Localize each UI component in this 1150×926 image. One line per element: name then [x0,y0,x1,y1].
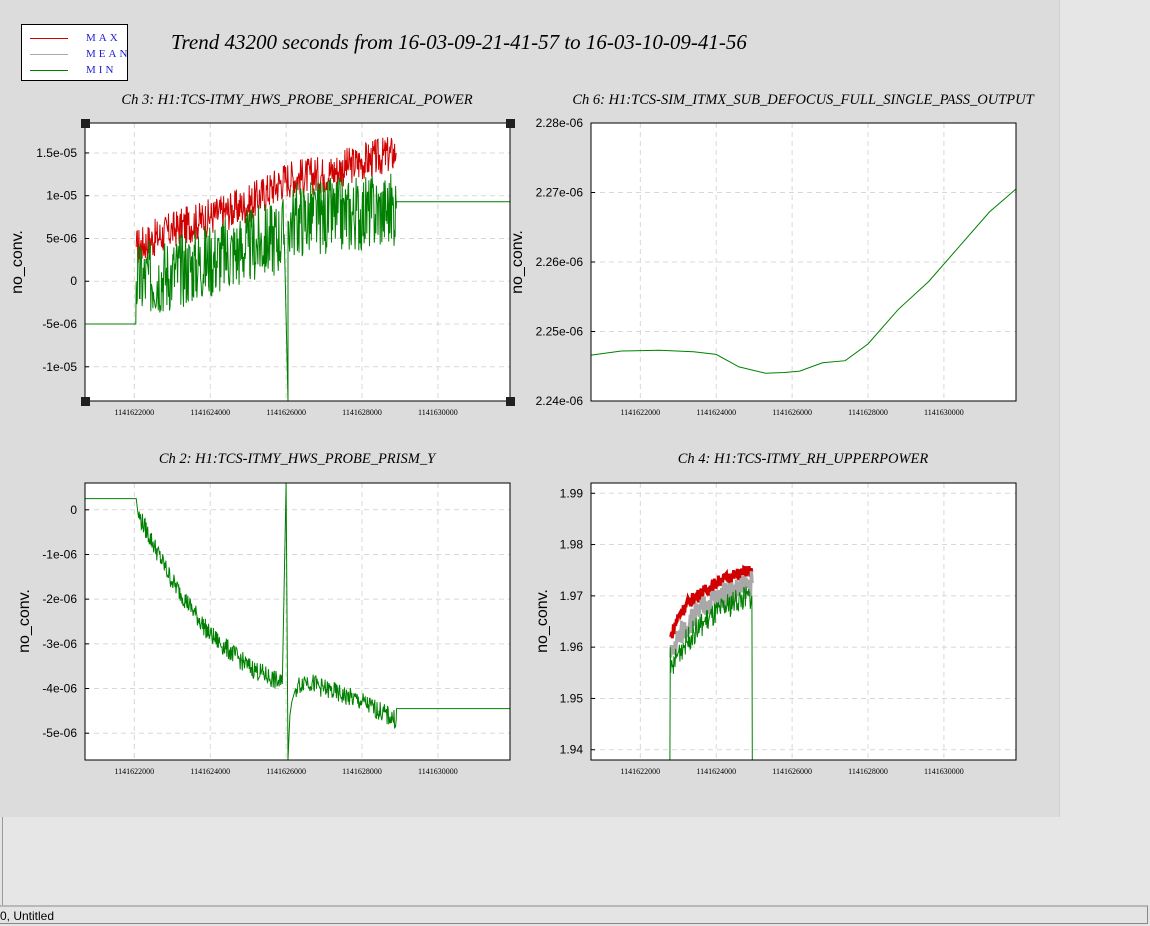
y-tick-label: -5e-06 [42,726,77,740]
status-bar: 0, Untitled [0,905,1148,924]
x-tick-label: 1141626000 [266,767,306,776]
y-tick-label: 1.5e-05 [36,146,77,160]
plot-area [85,123,510,401]
y-tick-label: 0 [70,274,77,288]
y-tick-label: -5e-06 [42,317,77,331]
y-tick-label: 2.27e-06 [536,186,584,200]
legend-swatch-mean [30,54,68,55]
series-line-min [669,586,753,760]
y-axis-label: no_conv. [534,589,551,653]
x-tick-label: 1141622000 [620,767,660,776]
plot-area [85,483,510,760]
legend-label-mean: MEAN [86,48,131,60]
series-line-min [85,173,510,401]
x-tick-label: 1141622000 [114,408,154,417]
series-line-max [669,564,754,639]
x-tick-label: 1141626000 [772,408,812,417]
series-group [669,564,754,760]
x-tick-label: 1141630000 [418,767,458,776]
x-tick-label: 1141630000 [924,767,964,776]
lower-empty-area [2,817,1148,905]
y-tick-label: 1.99 [560,486,584,500]
selection-handle [506,119,515,128]
x-tick-label: 1141628000 [848,408,888,417]
chart-title: Ch 4: H1:TCS-ITMY_RH_UPPERPOWER [678,451,929,467]
x-tick-label: 1141630000 [418,408,458,417]
y-tick-label: 0 [70,503,77,517]
x-tick-label: 1141624000 [696,767,736,776]
y-tick-label: 2.24e-06 [536,394,584,408]
y-tick-label: 2.25e-06 [536,325,584,339]
y-tick-label: -1e-06 [42,547,77,561]
y-axis-label: no_conv. [16,589,33,653]
x-tick-label: 1141628000 [342,767,382,776]
x-tick-label: 1141624000 [190,408,230,417]
x-tick-label: 1141622000 [114,767,154,776]
x-tick-label: 1141626000 [266,408,306,417]
plot-frame [590,482,1017,761]
legend-item-min: MIN [30,64,125,78]
legend-item-max: MAX [30,32,125,46]
series-group [591,188,1016,374]
y-tick-label: 1.94 [560,743,584,757]
y-axis-label: no_conv. [509,230,526,294]
y-tick-label: 1.95 [560,691,584,705]
legend: MAX MEAN MIN [21,24,128,81]
series-line-min [591,188,1016,374]
chart-panel-1: 1141622000 1141624000 1141626000 1141628000… [509,92,1035,417]
legend-swatch-max [30,38,68,39]
chart-panel-2: 1141622000 1141624000 1141626000 1141628000… [16,451,511,776]
chart-panel-0: 1141622000 1141624000 1141626000 1141628000… [9,92,515,417]
legend-swatch-min [30,70,68,71]
series-group [85,137,510,401]
x-tick-label: 1141628000 [342,408,382,417]
chart-panel-3: 1141622000 1141624000 1141626000 1141628000… [534,451,1017,776]
y-tick-label: 1.97 [560,589,584,603]
legend-item-mean: MEAN [30,48,127,62]
chart-title: Ch 3: H1:TCS-ITMY_HWS_PROBE_SPHERICAL_PO… [121,92,472,108]
y-tick-label: -3e-06 [42,637,77,651]
series-line-max [135,137,397,263]
x-tick-label: 1141630000 [924,408,964,417]
selection-handle [506,397,515,406]
trend-title: Trend 43200 seconds from 16-03-09-21-41-… [171,30,747,54]
x-tick-label: 1141622000 [620,408,660,417]
y-axis-label: no_conv. [9,230,26,294]
chart-title: Ch 2: H1:TCS-ITMY_HWS_PROBE_PRISM_Y [159,451,437,467]
y-tick-label: 2.26e-06 [536,255,584,269]
right-panel [1059,0,1150,905]
y-tick-label: 1.98 [560,538,584,552]
y-tick-label: 1e-05 [46,189,77,203]
plot-frame [84,122,511,402]
x-tick-label: 1141626000 [772,767,812,776]
legend-label-max: MAX [86,32,121,44]
selection-handle [81,397,90,406]
y-tick-label: -1e-05 [42,360,77,374]
x-tick-label: 1141624000 [696,408,736,417]
x-tick-label: 1141628000 [848,767,888,776]
y-tick-label: -2e-06 [42,592,77,606]
selection-handle [81,119,90,128]
plot-frame [590,122,1017,402]
plot-frame [84,482,511,761]
series-line-min [85,483,510,760]
series-line-mean [669,571,754,658]
y-tick-label: 5e-06 [46,231,77,245]
legend-label-min: MIN [86,64,117,76]
x-tick-label: 1141624000 [190,767,230,776]
y-tick-label: -4e-06 [42,682,77,696]
series-group [85,483,510,760]
chart-title: Ch 6: H1:TCS-SIM_ITMX_SUB_DEFOCUS_FULL_S… [572,92,1034,108]
plot-area [591,483,1016,760]
y-tick-label: 2.28e-06 [536,116,584,130]
y-tick-label: 1.96 [560,640,584,654]
